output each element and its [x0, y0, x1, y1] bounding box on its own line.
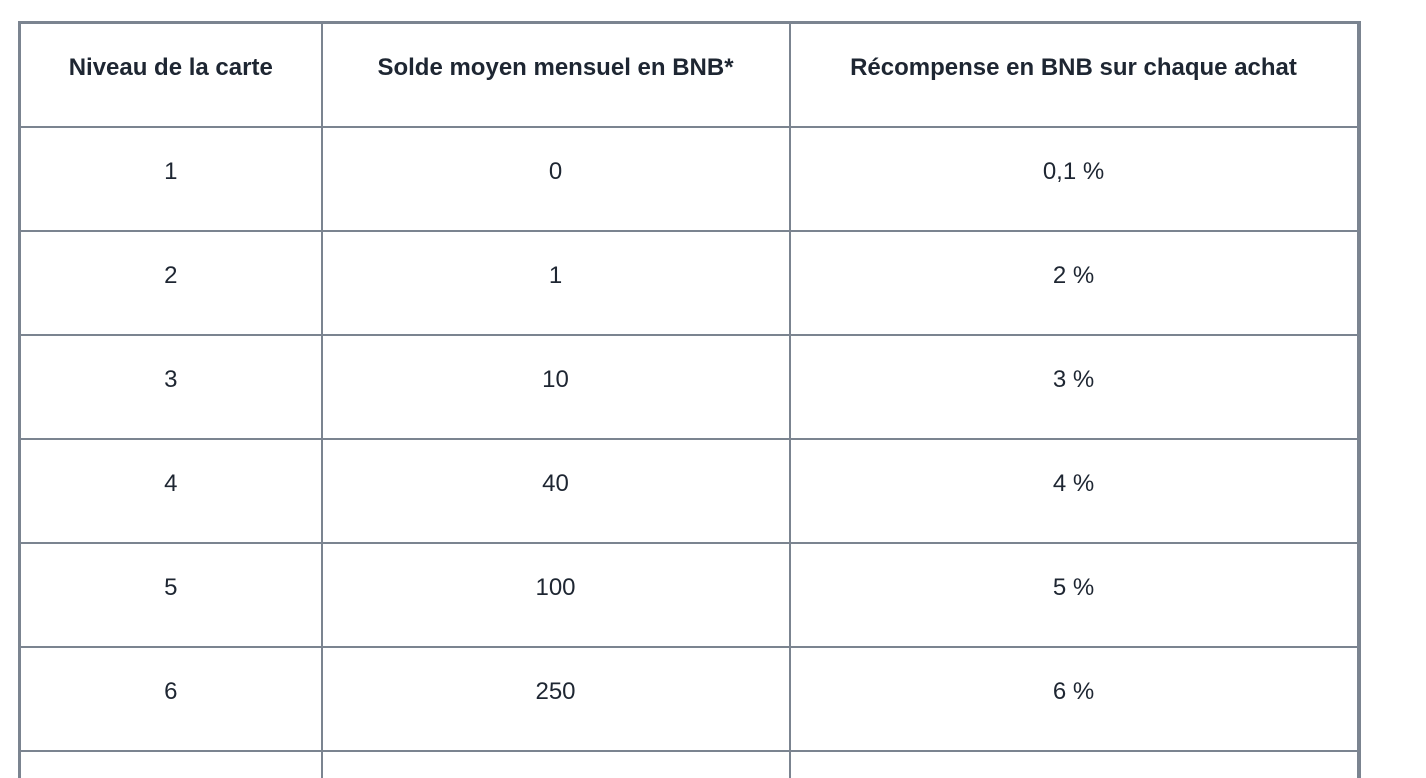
cell-monthly-balance: 250: [320, 646, 791, 752]
cell-card-level: 7: [18, 750, 323, 778]
table-row: 4 40 4 %: [18, 438, 1360, 544]
cell-reward: 5 %: [788, 542, 1360, 648]
cell-monthly-balance: 0: [320, 126, 791, 232]
cell-monthly-balance: 100: [320, 542, 791, 648]
table-row: 6 250 6 %: [18, 646, 1360, 752]
cell-monthly-balance: 10: [320, 334, 791, 440]
table-row: 76008 %: [18, 750, 1360, 778]
table-header-row: Niveau de la carte Solde moyen mensuel e…: [18, 21, 1360, 128]
header-card-level: Niveau de la carte: [18, 21, 323, 128]
cell-card-level: 6: [18, 646, 323, 752]
cell-reward: 3 %: [788, 334, 1360, 440]
table-row: 1 0 0,1 %: [18, 126, 1360, 232]
header-monthly-balance: Solde moyen mensuel en BNB*: [320, 21, 791, 128]
header-reward: Récompense en BNB sur chaque achat: [788, 21, 1360, 128]
cell-card-level: 5: [18, 542, 323, 648]
cell-reward: 4 %: [788, 438, 1360, 544]
cell-card-level: 4: [18, 438, 323, 544]
cell-monthly-balance: 600: [320, 750, 791, 778]
cell-card-level: 3: [18, 334, 323, 440]
cell-monthly-balance: 1: [320, 230, 791, 336]
cell-reward: 2 %: [788, 230, 1360, 336]
cell-reward: 6 %: [788, 646, 1360, 752]
rewards-table: Niveau de la carte Solde moyen mensuel e…: [18, 21, 1361, 778]
cell-card-level: 1: [18, 126, 323, 232]
table-row: 5 100 5 %: [18, 542, 1360, 648]
cell-monthly-balance: 40: [320, 438, 791, 544]
cell-card-level: 2: [18, 230, 323, 336]
cell-reward: 0,1 %: [788, 126, 1360, 232]
table-row: 3 10 3 %: [18, 334, 1360, 440]
cell-reward: 8 %: [788, 750, 1360, 778]
